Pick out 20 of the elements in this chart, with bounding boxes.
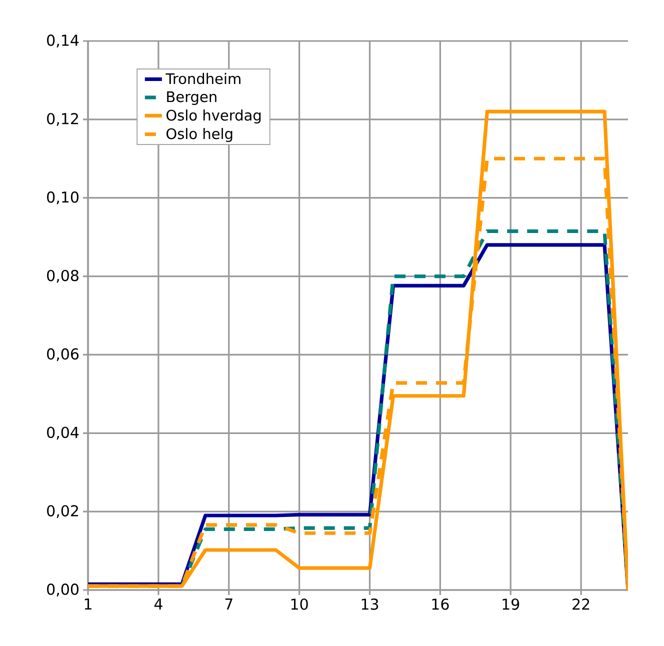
y-tick-label: 0,14 — [47, 34, 79, 48]
y-tick-label: 0,06 — [47, 348, 79, 362]
x-tick-label: 19 — [502, 598, 520, 610]
x-tick-label: 16 — [432, 598, 449, 610]
x-tick-label: 13 — [362, 598, 378, 610]
y-tick-label: 0,02 — [47, 505, 78, 518]
legend-label: Oslo helg — [166, 128, 232, 142]
y-tick-label: 0,04 — [47, 426, 79, 440]
x-tick-label: 22 — [572, 598, 590, 610]
y-tick-label: 0,08 — [47, 270, 78, 283]
legend-label: Bergen — [167, 91, 216, 106]
x-tick-label: 1 — [84, 598, 92, 610]
x-tick-label: 7 — [225, 598, 232, 610]
legend-label: Oslo hverdag — [166, 109, 261, 124]
y-tick-label: 0,00 — [47, 584, 78, 596]
y-tick-label: 0,12 — [47, 112, 78, 126]
x-tick-label: 4 — [154, 598, 162, 610]
legend-label: Trondheim — [166, 72, 240, 84]
y-tick-label: 0,10 — [47, 191, 78, 204]
x-tick-label: 10 — [291, 598, 308, 610]
